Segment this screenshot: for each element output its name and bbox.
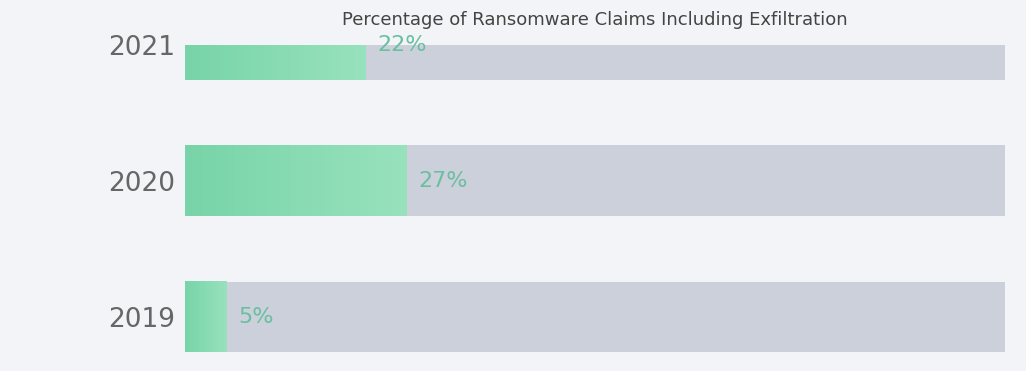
Bar bbox=[185, 282, 1005, 352]
Bar bbox=[185, 145, 406, 216]
Text: 5%: 5% bbox=[238, 307, 274, 327]
Bar bbox=[185, 9, 1005, 80]
Title: Percentage of Ransomware Claims Including Exfiltration: Percentage of Ransomware Claims Includin… bbox=[343, 11, 847, 29]
Bar bbox=[185, 282, 226, 352]
Text: 27%: 27% bbox=[419, 171, 468, 191]
Bar bbox=[185, 145, 1005, 216]
Text: 22%: 22% bbox=[378, 35, 427, 55]
Bar bbox=[185, 9, 365, 80]
